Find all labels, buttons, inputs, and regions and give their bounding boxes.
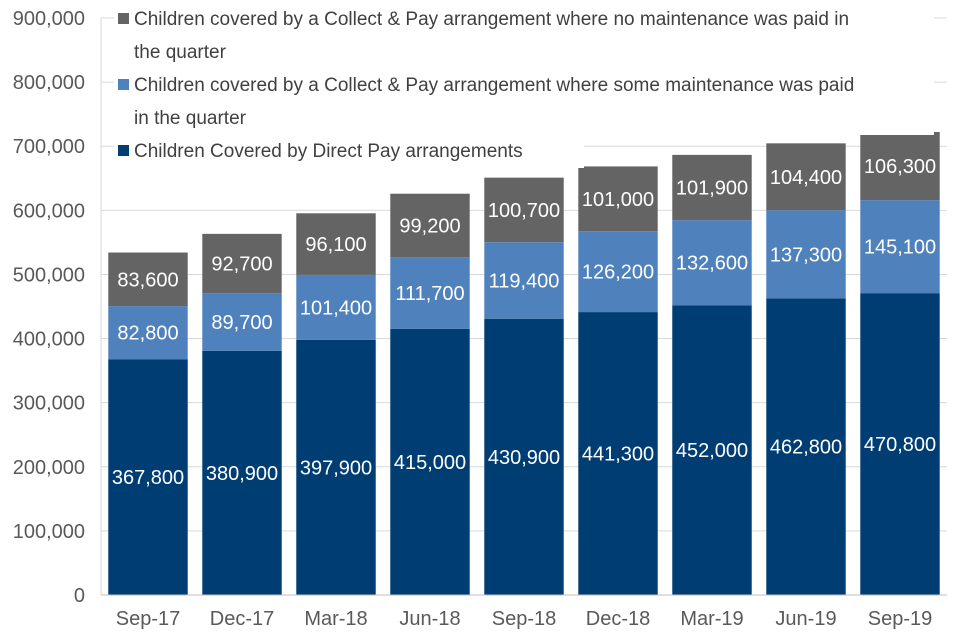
- x-tick-label: Mar-18: [304, 608, 367, 630]
- bar-segment-collect-pay-some-paid: [484, 242, 564, 319]
- bar-value-label: 111,700: [395, 283, 464, 305]
- bar-value-label: 99,200: [399, 216, 460, 238]
- x-tick-label: Sep-18: [492, 608, 557, 630]
- bar-segment-direct-pay: [578, 312, 658, 595]
- y-tick-label: 900,000: [13, 8, 85, 30]
- y-tick-label: 300,000: [13, 393, 85, 415]
- bar-value-label: 100,700: [488, 200, 560, 222]
- bar-value-label: 101,400: [300, 297, 372, 319]
- bar-value-label: 89,700: [211, 312, 272, 334]
- y-tick-label: 700,000: [13, 136, 85, 158]
- bar-segment-collect-pay-none-paid: [202, 233, 282, 294]
- legend-swatch: [118, 145, 129, 156]
- bar-value-label: 397,900: [300, 457, 372, 479]
- bar-value-label: 92,700: [211, 254, 272, 276]
- bar-value-label: 126,200: [582, 262, 654, 284]
- bar-value-label: 96,100: [305, 234, 366, 256]
- bar-value-label: 470,800: [864, 434, 936, 456]
- legend-label: Children Covered by Direct Pay arrangeme…: [134, 141, 523, 162]
- axes: 0 100,000 200,000 300,000 400,000 500,000 600,…: [13, 8, 947, 630]
- x-tick-label: Dec-18: [586, 608, 650, 630]
- y-tick-label: 400,000: [13, 329, 85, 351]
- bar-segment-collect-pay-none-paid: [766, 143, 846, 211]
- bar-segment-direct-pay: [390, 328, 470, 595]
- legend-swatch: [118, 79, 129, 90]
- legend-entry-background: [114, 139, 584, 168]
- bar-value-label: 462,800: [770, 437, 842, 459]
- legend-entry-background: [114, 7, 934, 69]
- bar-value-label: 83,600: [117, 269, 178, 291]
- x-tick-label: Dec-17: [210, 608, 274, 630]
- bar-segment-collect-pay-some-paid: [860, 200, 940, 294]
- bar-segment-collect-pay-none-paid: [672, 154, 752, 221]
- bar-value-label: 415,000: [394, 452, 466, 474]
- bar-value-label: 101,900: [676, 178, 748, 200]
- bar-segment-collect-pay-some-paid: [202, 293, 282, 351]
- legend-label: in the quarter: [134, 108, 247, 129]
- bar-segment-collect-pay-some-paid: [766, 210, 846, 299]
- bar-value-label: 106,300: [864, 156, 936, 178]
- bar-value-label: 367,800: [112, 467, 184, 489]
- bar-segment-collect-pay-some-paid: [296, 274, 376, 340]
- bar-segment-collect-pay-none-paid: [390, 193, 470, 258]
- y-tick-label: 200,000: [13, 457, 85, 479]
- bar-segment-direct-pay: [202, 350, 282, 595]
- bar-value-label: 452,000: [676, 440, 748, 462]
- bar-segment-direct-pay: [108, 359, 188, 595]
- bar-segment-collect-pay-none-paid: [108, 252, 188, 307]
- bar-segment-collect-pay-some-paid: [390, 257, 470, 329]
- legend: Children covered by a Collect & Pay arra…: [114, 7, 934, 168]
- bar-segment-collect-pay-none-paid: [860, 131, 940, 201]
- bar-segment-direct-pay: [766, 298, 846, 595]
- legend-label: Children covered by a Collect & Pay arra…: [134, 75, 854, 96]
- bar-segment-direct-pay: [484, 318, 564, 595]
- bar-segment-direct-pay: [296, 339, 376, 595]
- x-tick-label: Jun-19: [775, 608, 836, 630]
- y-tick-label: 500,000: [13, 264, 85, 286]
- legend-swatch: [118, 13, 129, 24]
- bar-segment-collect-pay-none-paid: [296, 213, 376, 275]
- bar-segment-collect-pay-none-paid: [484, 177, 564, 243]
- y-tick-label: 800,000: [13, 72, 85, 94]
- bar-value-label: 132,600: [676, 253, 748, 275]
- x-tick-label: Mar-19: [680, 608, 743, 630]
- bar-segment-collect-pay-none-paid: [578, 166, 658, 232]
- bar-value-label: 119,400: [489, 270, 560, 292]
- bar-segment-direct-pay: [672, 305, 752, 595]
- bar-segment-collect-pay-some-paid: [578, 231, 658, 313]
- bar-segment-collect-pay-some-paid: [672, 220, 752, 306]
- legend-label: Children covered by a Collect & Pay arra…: [134, 9, 849, 30]
- bar-value-label: 430,900: [488, 447, 560, 469]
- bar-value-label: 380,900: [206, 463, 278, 485]
- x-tick-label: Sep-17: [116, 608, 181, 630]
- bar-value-label: 101,000: [582, 189, 654, 211]
- bars: [108, 131, 940, 595]
- bar-value-label: 441,300: [582, 444, 654, 466]
- y-tick-label: 600,000: [13, 200, 85, 222]
- y-tick-label: 0: [74, 585, 85, 607]
- legend-entry-background: [114, 73, 934, 135]
- x-tick-label: Jun-18: [399, 608, 460, 630]
- bar-segment-direct-pay: [860, 293, 940, 595]
- legend-label: the quarter: [134, 42, 227, 63]
- y-tick-label: 100,000: [13, 521, 85, 543]
- bar-value-label: 82,800: [117, 323, 178, 345]
- bar-value-label: 137,300: [770, 244, 842, 266]
- bar-value-label: 104,400: [770, 167, 842, 189]
- bar-value-label: 145,100: [864, 237, 936, 259]
- x-tick-label: Sep-19: [868, 608, 933, 630]
- bar-segment-collect-pay-some-paid: [108, 306, 188, 360]
- bar-value-labels: 367,800 82,800 83,600 380,900 89,700 92,700 39…: [112, 156, 936, 489]
